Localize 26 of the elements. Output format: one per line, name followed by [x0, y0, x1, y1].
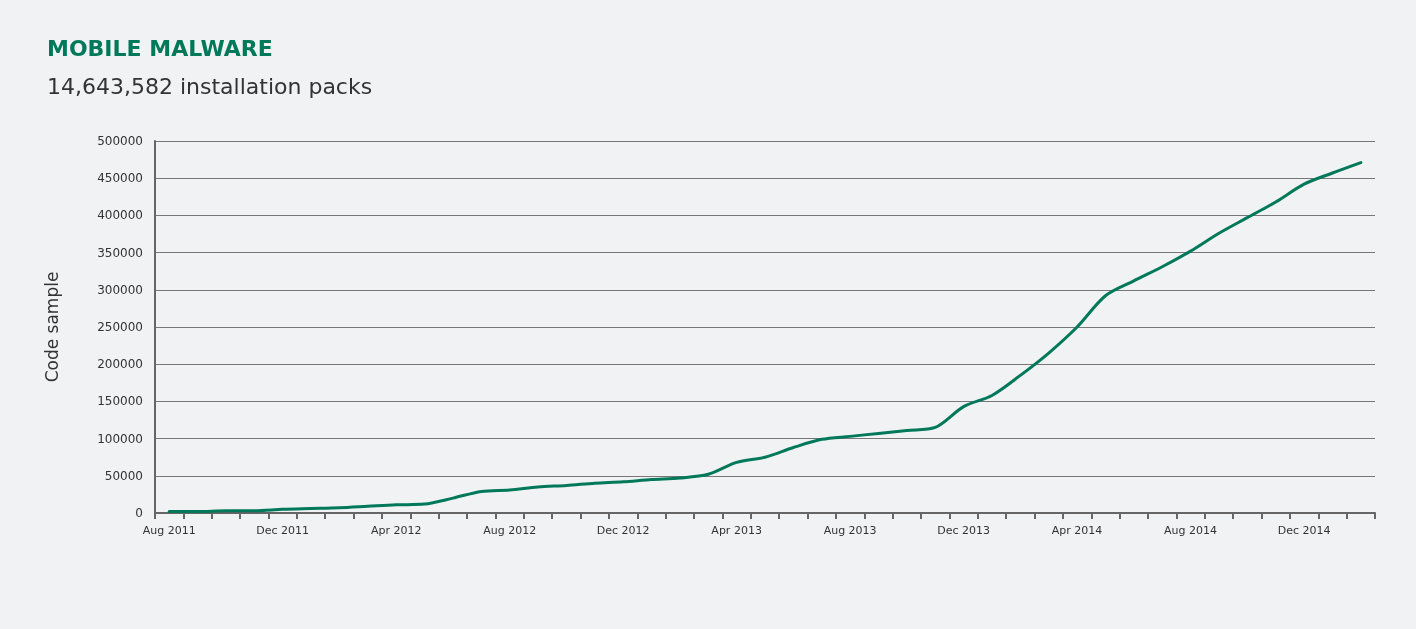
chart-subtitle: 14,643,582 installation packs: [47, 73, 373, 99]
x-tick-label: Aug 2011: [142, 524, 196, 537]
chart-title: MOBILE MALWARE: [47, 35, 273, 61]
x-tick-label: Apr 2012: [370, 524, 422, 537]
x-tick-label: Apr 2013: [711, 524, 762, 537]
x-tick-label: Aug 2013: [823, 524, 877, 537]
y-tick-label: 300000: [97, 282, 143, 297]
x-tick-label: Aug 2012: [483, 524, 537, 537]
y-tick-label: 50000: [104, 468, 143, 483]
x-tick-label: Dec 2011: [256, 524, 310, 537]
y-tick-label: 400000: [97, 208, 143, 223]
x-tick-label: Dec 2014: [1277, 524, 1331, 537]
y-tick-label: 150000: [97, 394, 143, 409]
y-tick-label: 200000: [97, 357, 143, 372]
y-tick-label: 500000: [97, 134, 143, 148]
y-tick-label: 100000: [97, 431, 143, 446]
y-tick-label: 250000: [97, 320, 143, 334]
line-series: [167, 161, 1363, 514]
y-tick-label: 450000: [97, 171, 143, 186]
x-tick-label: Dec 2013: [937, 524, 990, 537]
y-tick-label: 0: [135, 506, 143, 520]
y-axis-title: Code sample: [41, 271, 62, 383]
x-tick-label: Apr 2014: [1051, 524, 1103, 537]
y-tick-label: 350000: [97, 245, 143, 260]
x-tick-label: Dec 2012: [596, 524, 650, 537]
x-tick-label: Aug 2014: [1164, 524, 1218, 537]
